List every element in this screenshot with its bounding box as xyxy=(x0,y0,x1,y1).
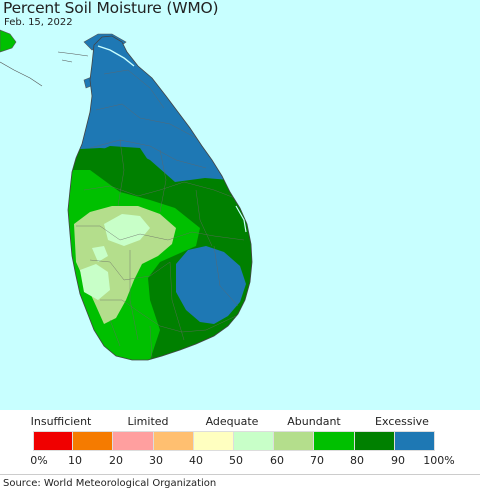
india-coast-line xyxy=(0,61,43,87)
legend-color-bar xyxy=(33,431,435,451)
batticaloa-lagoon xyxy=(235,205,247,233)
legend-category-label: Abundant xyxy=(287,415,341,428)
legend-tick-label: 100% xyxy=(423,454,455,467)
legend-tick-label: 30 xyxy=(149,454,163,467)
district-boundaries xyxy=(76,69,245,359)
map-date: Feb. 15, 2022 xyxy=(4,17,73,28)
legend-tick-label: 50 xyxy=(229,454,243,467)
legend-tick-label: 80 xyxy=(350,454,364,467)
source-credit: Source: World Meteorological Organizatio… xyxy=(0,474,480,494)
zone-pale-green xyxy=(80,264,110,300)
legend-swatch xyxy=(314,431,355,451)
legend-tick-label: 90 xyxy=(391,454,405,467)
legend-swatch xyxy=(274,431,315,451)
legend-swatch xyxy=(33,431,74,451)
legend-swatch xyxy=(113,431,154,451)
legend-swatch xyxy=(193,431,234,451)
legend: Insufficient Limited Adequate Abundant E… xyxy=(0,410,480,474)
zone-pale-green xyxy=(92,246,108,262)
moisture-zones xyxy=(68,36,252,360)
legend-swatch xyxy=(354,431,395,451)
jaffna-lagoon xyxy=(97,45,135,67)
legend-category-label: Insufficient xyxy=(30,415,92,428)
india-coast xyxy=(0,29,17,53)
island-shoal xyxy=(61,59,73,63)
legend-swatch xyxy=(153,431,194,451)
map-title: Percent Soil Moisture (WMO) xyxy=(3,0,219,17)
legend-swatch xyxy=(73,431,114,451)
island-shoal xyxy=(57,51,89,57)
soil-moisture-map xyxy=(0,0,480,410)
island-outline xyxy=(67,35,253,361)
legend-tick-label: 0% xyxy=(30,454,48,467)
legend-tick-label: 40 xyxy=(189,454,203,467)
zone-excessive-east xyxy=(176,246,246,324)
legend-swatch xyxy=(233,431,275,451)
legend-tick-label: 10 xyxy=(68,454,82,467)
legend-category-label: Adequate xyxy=(205,415,259,428)
zone-pale-green xyxy=(104,214,150,246)
map-area: Percent Soil Moisture (WMO) Feb. 15, 202… xyxy=(0,0,480,410)
legend-tick-label: 70 xyxy=(310,454,324,467)
legend-tick-label: 60 xyxy=(270,454,284,467)
legend-tick-label: 20 xyxy=(109,454,123,467)
legend-category-label: Limited xyxy=(127,415,169,428)
legend-swatch xyxy=(394,431,435,451)
legend-category-label: Excessive xyxy=(375,415,429,428)
zone-abundant-dark xyxy=(88,146,148,170)
